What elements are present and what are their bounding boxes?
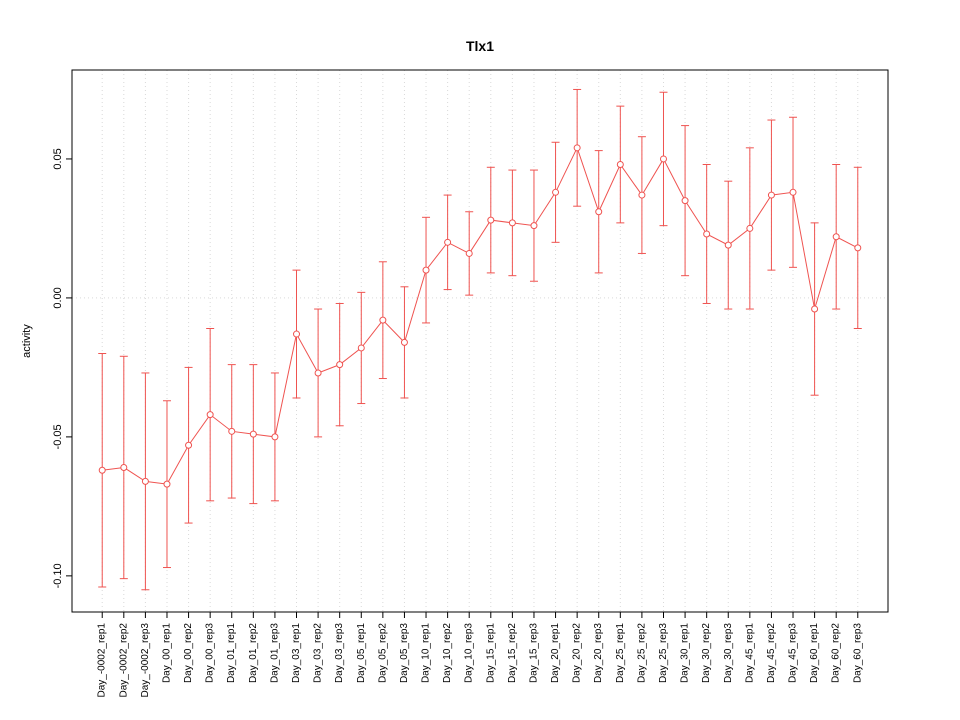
x-tick-label: Day_10_rep3 — [464, 623, 475, 683]
data-point — [703, 230, 711, 238]
data-point — [271, 433, 279, 441]
x-tick-label: Day_30_rep1 — [680, 623, 691, 683]
data-point — [681, 197, 689, 205]
x-tick-label: Day_15_rep1 — [485, 623, 496, 683]
data-point — [141, 477, 149, 485]
x-tick-label: Day_10_rep1 — [421, 623, 432, 683]
x-tick-label: Day_01_rep3 — [269, 623, 280, 683]
series-line — [102, 146, 859, 485]
x-tick-label: Day_03_rep2 — [313, 623, 324, 683]
data-point — [98, 466, 106, 474]
data-point — [422, 266, 430, 274]
data-point — [746, 224, 754, 232]
data-point — [595, 208, 603, 216]
data-point — [228, 427, 236, 435]
x-tick-label: Day_05_rep2 — [377, 623, 388, 683]
x-tick-label: Day_15_rep3 — [528, 623, 539, 683]
x-tick-label: Day_25_rep3 — [658, 623, 669, 683]
data-point — [724, 241, 732, 249]
data-point — [465, 249, 473, 257]
plot-border — [71, 69, 889, 613]
x-tick-label: Day_25_rep1 — [615, 623, 626, 683]
data-point — [336, 361, 344, 369]
x-tick-label: Day_45_rep1 — [744, 623, 755, 683]
x-tick-label: Day_20_rep1 — [550, 623, 561, 683]
data-point — [832, 233, 840, 241]
data-point — [400, 338, 408, 346]
data-point — [314, 369, 322, 377]
x-tick-label: Day_20_rep3 — [593, 623, 604, 683]
data-point — [120, 463, 128, 471]
x-tick-label: Day_45_rep3 — [788, 623, 799, 683]
x-tick-label: Day_30_rep2 — [701, 623, 712, 683]
data-point — [444, 238, 452, 246]
data-point — [552, 188, 560, 196]
x-tick-label: Day_60_rep2 — [831, 623, 842, 683]
x-tick-label: Day_01_rep1 — [226, 623, 237, 683]
x-tick-label: Day_-0002_rep3 — [140, 623, 151, 698]
data-point — [854, 244, 862, 252]
x-tick-label: Day_-0002_rep1 — [97, 623, 108, 698]
y-axis-title: activity — [21, 324, 33, 358]
x-tick-label: Day_20_rep2 — [572, 623, 583, 683]
data-point — [789, 188, 797, 196]
data-point — [659, 155, 667, 163]
x-tick-label: Day_05_rep3 — [399, 623, 410, 683]
data-point — [616, 161, 624, 169]
x-tick-label: Day_03_rep3 — [334, 623, 345, 683]
x-tick-label: Day_-0002_rep2 — [118, 623, 129, 698]
data-point — [185, 441, 193, 449]
x-tick-label: Day_30_rep3 — [723, 623, 734, 683]
data-point — [293, 330, 301, 338]
x-tick-label: Day_00_rep3 — [205, 623, 216, 683]
x-tick-label: Day_05_rep1 — [356, 623, 367, 683]
x-tick-label: Day_03_rep1 — [291, 623, 302, 683]
data-point — [357, 344, 365, 352]
data-point — [530, 222, 538, 230]
x-tick-label: Day_01_rep2 — [248, 623, 259, 683]
chart-title: Tlx1 — [465, 38, 494, 54]
x-tick-label: Day_15_rep2 — [507, 623, 518, 683]
data-point — [573, 144, 581, 152]
data-point — [487, 216, 495, 224]
data-point — [508, 219, 516, 227]
y-tick-label: -0.10 — [52, 563, 64, 588]
data-point — [811, 305, 819, 313]
x-tick-label: Day_60_rep1 — [809, 623, 820, 683]
data-point — [206, 411, 214, 419]
data-point — [638, 191, 646, 199]
y-tick-label: 0.00 — [52, 287, 64, 308]
data-point — [379, 316, 387, 324]
x-tick-label: Day_45_rep2 — [766, 623, 777, 683]
data-point — [249, 430, 257, 438]
x-tick-label: Day_00_rep2 — [183, 623, 194, 683]
data-point — [163, 480, 171, 488]
x-tick-label: Day_10_rep2 — [442, 623, 453, 683]
x-tick-label: Day_25_rep2 — [636, 623, 647, 683]
y-tick-label: -0.05 — [52, 424, 64, 449]
x-tick-label: Day_00_rep1 — [161, 623, 172, 683]
x-tick-label: Day_60_rep3 — [852, 623, 863, 683]
data-point — [767, 191, 775, 199]
y-tick-label: 0.05 — [52, 148, 64, 169]
